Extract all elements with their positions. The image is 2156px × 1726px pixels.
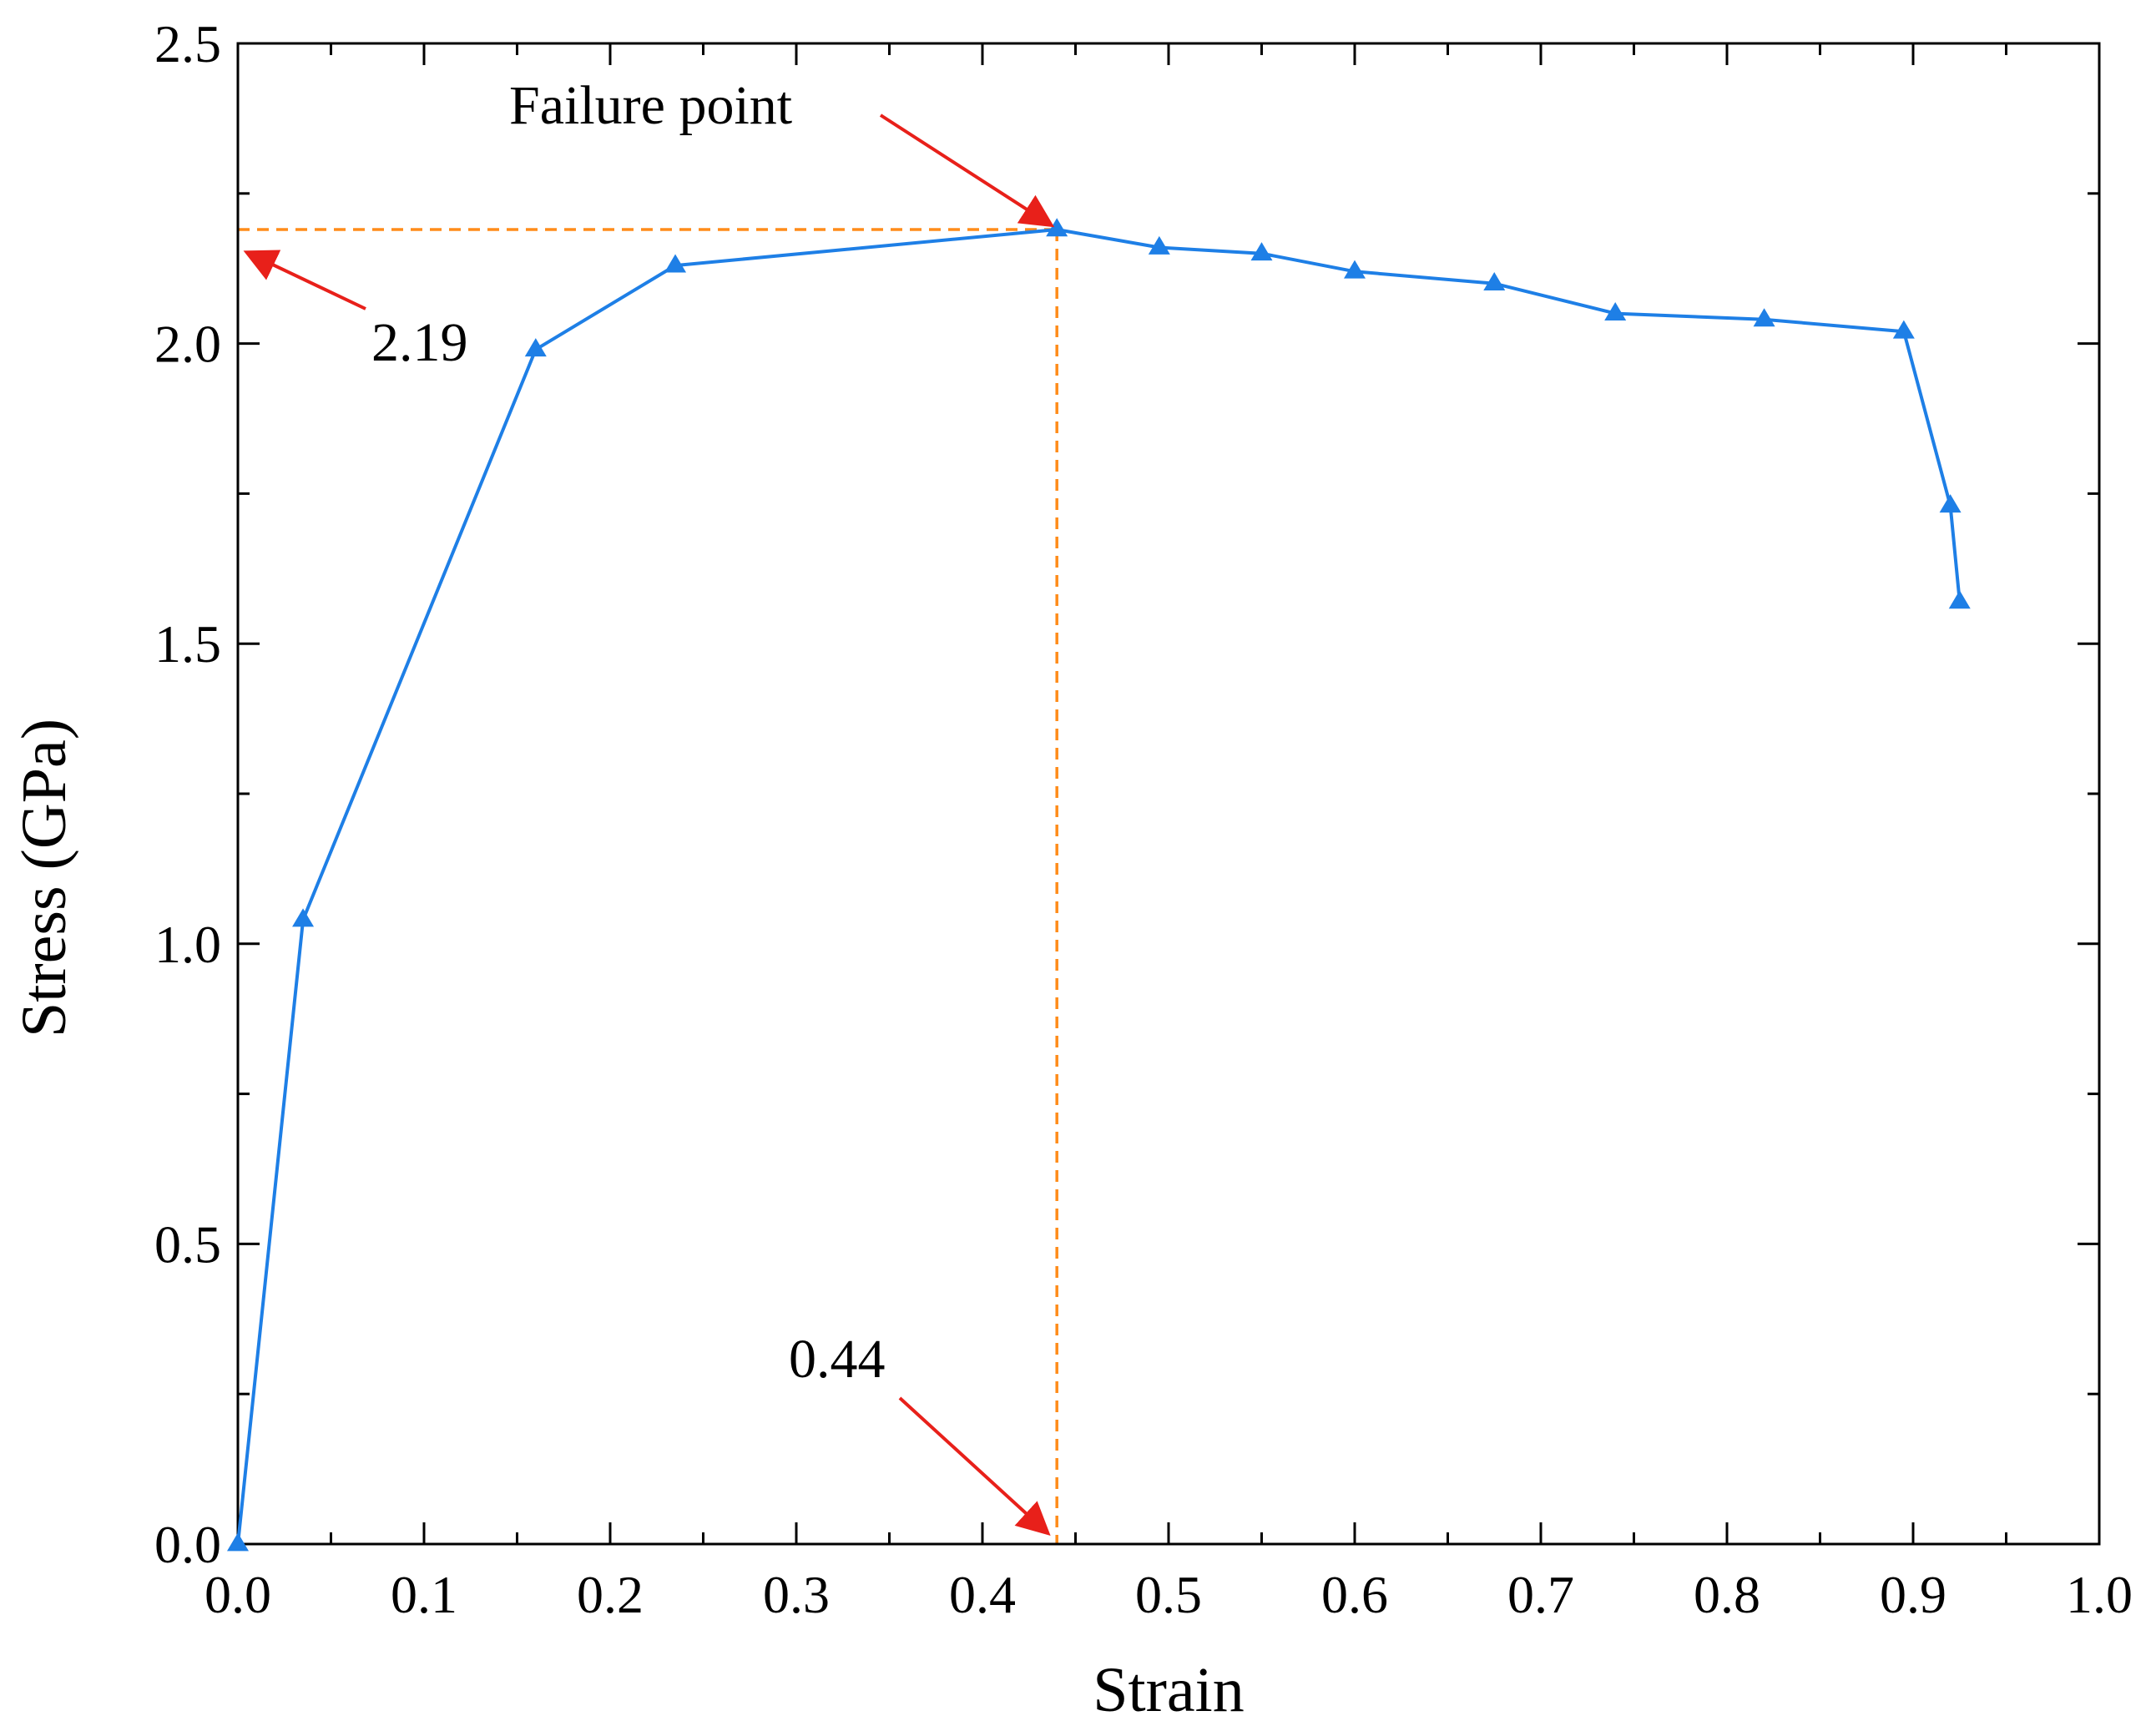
data-point-marker [1344,260,1366,279]
y-tick-label: 0.0 [154,1515,221,1574]
data-point-marker [1148,235,1170,255]
data-point-marker [292,908,315,927]
x-axis-title: Strain [1093,1655,1245,1725]
x-tick-label: 0.1 [391,1565,457,1624]
data-point-marker [1046,218,1068,237]
annotations: Failure point 2.19 0.44 [243,75,1055,1537]
y-tick-label: 0.5 [154,1214,221,1274]
strain-value-arrow [898,1396,1051,1537]
axes: 0.0 0.1 0.2 0.3 0.4 0.5 0.6 0.7 0.8 0.9 1.0 0.0 0.5 1… [154,14,2133,1624]
data-point-marker [1939,494,1962,513]
x-tick-label: 0.9 [1880,1565,1946,1624]
y-axis-title: Stress (GPa) [9,719,79,1037]
y-tick-label: 1.0 [154,915,221,974]
plot-frame [236,42,2101,1546]
failure-point-arrow [879,114,1055,228]
x-tick-label: 0.6 [1321,1565,1388,1624]
stress-value-arrow [243,250,366,310]
data-point-marker [1250,242,1273,261]
reference-lines [238,228,1058,1544]
data-point-marker [1604,302,1627,320]
series-line [236,228,1962,1545]
strain-value-label: 0.44 [789,1329,886,1390]
x-tick-label: 0.0 [204,1565,271,1624]
x-tick-label: 1.0 [2066,1565,2133,1624]
x-tick-label: 0.5 [1135,1565,1202,1624]
data-point-marker [524,338,547,357]
data-point-marker [227,1532,249,1552]
data-point-marker [1753,308,1775,327]
x-tick-label: 0.4 [949,1565,1016,1624]
y-tick-label: 1.5 [154,614,221,674]
data-point-marker [1483,272,1506,291]
data-point-marker [1892,320,1915,339]
data-point-marker [664,254,687,273]
x-tick-label: 0.8 [1694,1565,1760,1624]
x-tick-label: 0.7 [1507,1565,1574,1624]
x-tick-label: 0.2 [577,1565,644,1624]
stress-value-label: 2.19 [371,312,468,373]
data-point-marker [1948,590,1971,609]
failure-point-label: Failure point [509,75,792,136]
x-tick-label: 0.3 [763,1565,830,1624]
data-series [227,218,1971,1552]
y-tick-label: 2.5 [154,14,221,73]
y-tick-label: 2.0 [154,315,221,374]
